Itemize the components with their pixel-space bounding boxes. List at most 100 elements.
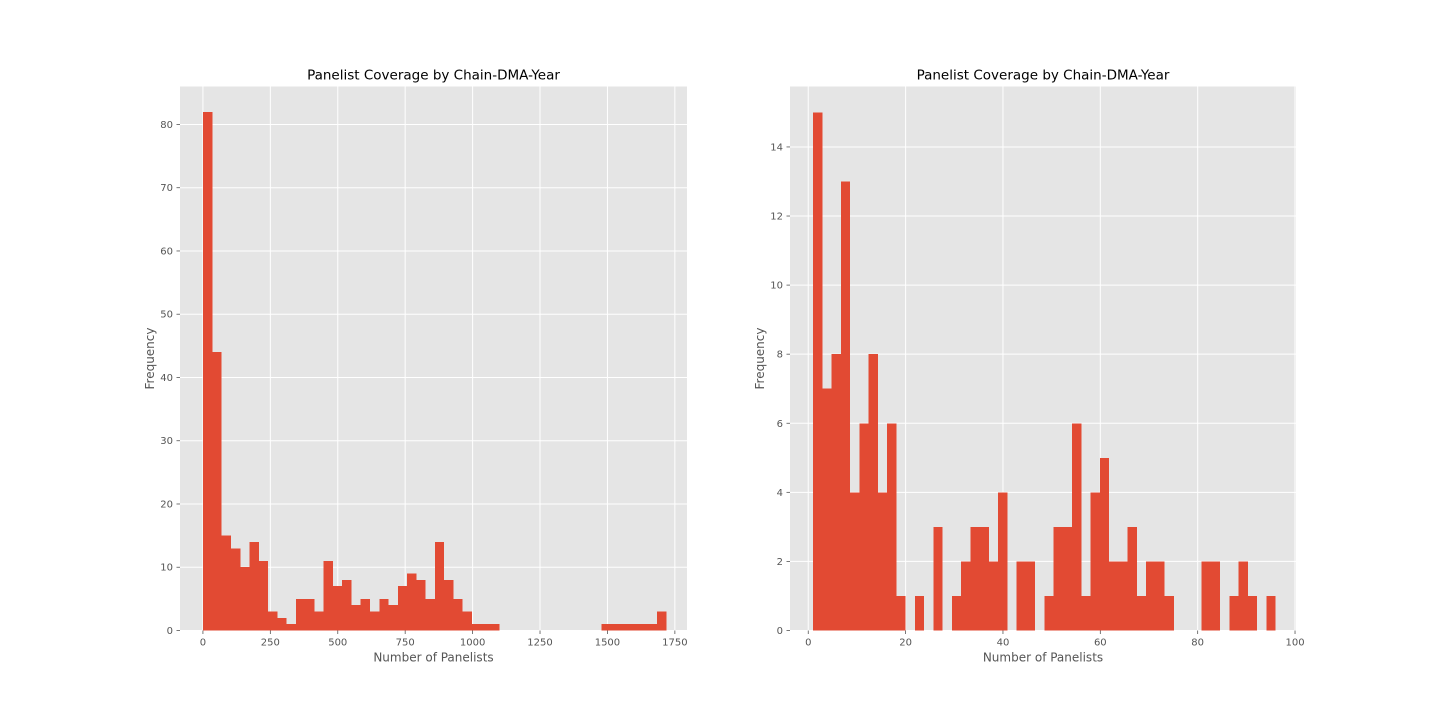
- x-tick-label: 1250: [527, 638, 552, 649]
- histogram-bar: [444, 579, 454, 631]
- x-tick-label: 40: [997, 638, 1010, 649]
- histogram-bar: [887, 423, 897, 631]
- histogram-bar: [1090, 492, 1100, 631]
- histogram-bar: [1127, 526, 1137, 631]
- histogram-bar: [1072, 423, 1082, 631]
- histogram-bar: [268, 611, 278, 631]
- y-tick-label: 4: [777, 488, 783, 499]
- histogram-bar: [240, 567, 250, 631]
- y-tick-label: 6: [777, 419, 783, 430]
- histogram-bar: [490, 624, 500, 631]
- histogram-bar: [332, 586, 343, 631]
- histogram-bar: [323, 560, 333, 631]
- chart-panel-2: 0 20 40 60 80 100 0 2 4 6 8 10 12 14 Panelist Coverage…: [753, 68, 1305, 665]
- y-tick-label: 0: [167, 626, 173, 637]
- histogram-bar: [1136, 595, 1147, 631]
- histogram-bar: [342, 579, 352, 631]
- histogram-bar: [877, 492, 888, 631]
- histogram-bar: [657, 611, 667, 631]
- y-tick-label: 30: [160, 436, 173, 447]
- histogram-bar: [249, 541, 259, 631]
- y-tick-label: 2: [777, 557, 783, 568]
- histogram-bar: [1053, 526, 1063, 631]
- histogram-bar: [1238, 561, 1248, 631]
- y-tick-label: 14: [770, 142, 783, 153]
- histogram-bar: [1062, 526, 1073, 631]
- histogram-bar: [351, 605, 361, 631]
- x-tick-label: 100: [1285, 638, 1304, 649]
- x-tick-label: 500: [328, 638, 347, 649]
- histogram-bar: [203, 111, 213, 631]
- y-tick-label: 8: [777, 350, 783, 361]
- histogram-bar: [453, 598, 463, 631]
- x-tick-label: 1000: [460, 638, 485, 649]
- histogram-bar: [212, 352, 222, 631]
- y-tick-label: 12: [770, 212, 783, 223]
- y-tick-label: 50: [160, 310, 173, 321]
- y-tick-label: 10: [770, 281, 783, 292]
- histogram-bar: [258, 560, 269, 631]
- histogram-bar: [1044, 595, 1054, 631]
- x-tick-label: 250: [261, 638, 280, 649]
- histogram-bar: [1081, 595, 1091, 631]
- histogram-bar: [360, 598, 370, 631]
- histogram-bar: [314, 611, 324, 631]
- x-tick-label: 1750: [662, 638, 687, 649]
- histogram-bar: [961, 561, 971, 631]
- histogram-bar: [434, 541, 445, 631]
- y-tick-label: 70: [160, 183, 173, 194]
- histogram-bar: [914, 595, 925, 631]
- histogram-bar: [397, 586, 408, 631]
- histogram-bar: [629, 624, 639, 631]
- histogram-bar: [1155, 561, 1165, 631]
- histogram-bar: [998, 492, 1008, 631]
- histogram-bar: [868, 354, 878, 631]
- histogram-bar: [859, 423, 869, 631]
- histogram-bar: [379, 598, 389, 631]
- histogram-bar: [647, 624, 658, 631]
- x-tick-label: 0: [200, 638, 206, 649]
- y-tick-label: 40: [160, 373, 173, 384]
- plot-background: [180, 86, 687, 631]
- histogram-bar: [840, 181, 851, 631]
- x-tick-label: 1500: [595, 638, 620, 649]
- y-tick-label: 0: [777, 626, 783, 637]
- histogram-bar: [369, 611, 380, 631]
- x-tick-label: 750: [396, 638, 415, 649]
- y-tick-label: 80: [160, 120, 173, 131]
- histogram-bar: [951, 595, 962, 631]
- histogram-bar: [1109, 561, 1119, 631]
- histogram-bar: [425, 598, 435, 631]
- histogram-bar: [407, 573, 417, 631]
- histogram-bar: [295, 598, 306, 631]
- chart-title: Panelist Coverage by Chain-DMA-Year: [917, 68, 1170, 84]
- x-axis-label: Number of Panelists: [983, 651, 1103, 665]
- histogram-bar: [1201, 561, 1211, 631]
- x-tick-label: 60: [1094, 638, 1107, 649]
- histogram-bar: [1099, 457, 1110, 631]
- x-tick-label: 20: [899, 638, 912, 649]
- histogram-bar: [1146, 561, 1156, 631]
- x-tick-label: 0: [805, 638, 811, 649]
- histogram-bar: [462, 611, 472, 631]
- histogram-bar: [896, 595, 906, 631]
- histogram-bar: [230, 548, 241, 631]
- x-axis-label: Number of Panelists: [373, 651, 493, 665]
- chart-title: Panelist Coverage by Chain-DMA-Year: [307, 68, 560, 84]
- y-tick-label: 10: [160, 563, 173, 574]
- chart-panel-1: 0 250 500 750 1000 1250 1500 1750 0 10 20 30 40 50 60 7…: [143, 68, 688, 665]
- y-tick-label: 60: [160, 246, 173, 257]
- histogram-bar: [610, 624, 621, 631]
- histogram-bar: [1025, 561, 1036, 631]
- histogram-bar: [1266, 595, 1276, 631]
- histogram-bar: [221, 535, 231, 631]
- histogram-bar: [601, 624, 611, 631]
- histogram-bar: [988, 561, 999, 631]
- histogram-bar: [1210, 561, 1221, 631]
- y-axis-label: Frequency: [753, 328, 767, 390]
- histogram-bar: [1016, 561, 1026, 631]
- histogram-bar: [471, 624, 482, 631]
- histogram-bar: [822, 388, 832, 631]
- histogram-bar: [481, 624, 491, 631]
